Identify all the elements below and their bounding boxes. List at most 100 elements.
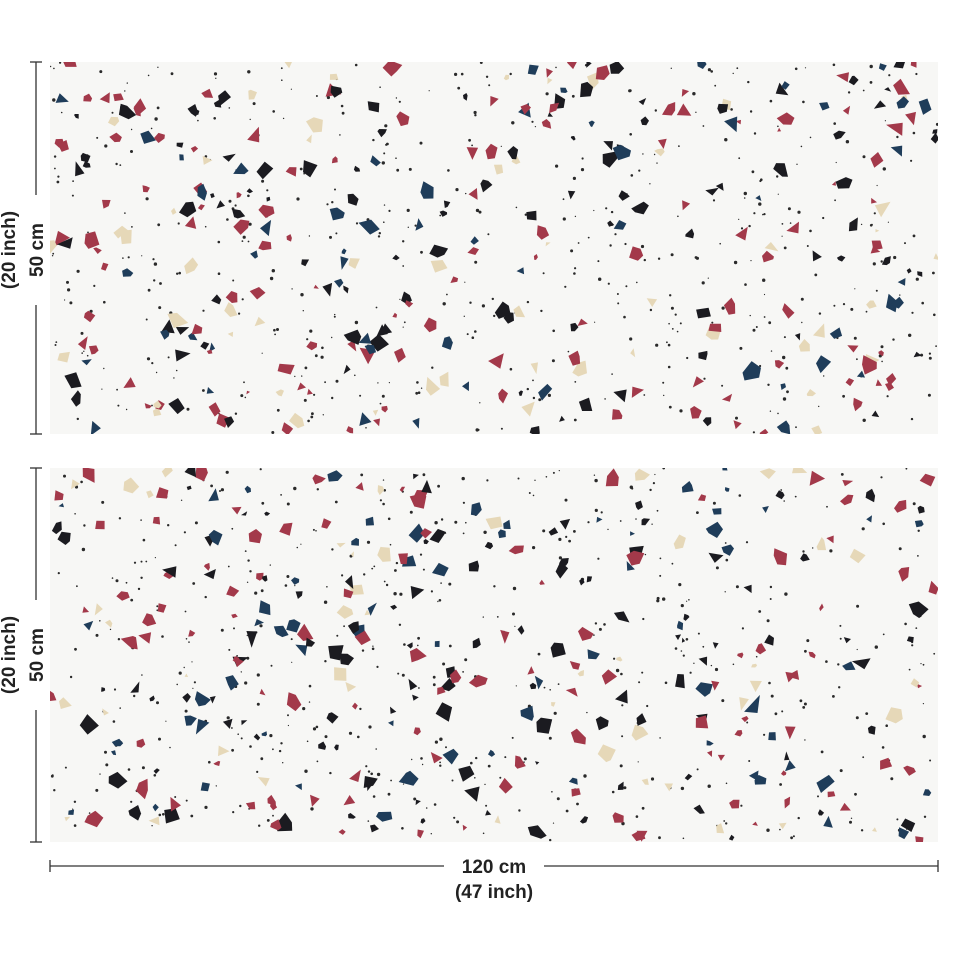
speck (724, 138, 728, 142)
speck (417, 391, 421, 395)
chip (485, 143, 498, 160)
chip (281, 422, 294, 434)
speck (594, 508, 598, 512)
speck (180, 499, 183, 501)
chip (601, 669, 618, 685)
speck (167, 356, 170, 359)
speck (366, 540, 371, 544)
chip (906, 268, 912, 274)
chip (111, 750, 117, 756)
speck (113, 688, 117, 691)
speck (117, 638, 121, 641)
chip (494, 301, 511, 319)
speck (696, 511, 699, 514)
speck (156, 701, 159, 705)
speck (316, 488, 319, 491)
chip (743, 584, 752, 594)
speck (241, 298, 244, 301)
speck (911, 644, 914, 647)
speck (471, 336, 475, 340)
speck (600, 511, 603, 514)
chip (136, 738, 146, 748)
speck (447, 169, 450, 172)
chip (330, 85, 343, 98)
chip (140, 130, 156, 144)
speck (415, 391, 419, 395)
speck (856, 648, 858, 651)
chip (816, 537, 827, 551)
chip (675, 634, 682, 641)
chip (697, 494, 707, 501)
speck (689, 671, 692, 674)
chip (339, 653, 354, 666)
chip (786, 221, 799, 234)
speck (239, 804, 242, 808)
speck (105, 763, 109, 767)
speck (244, 681, 248, 685)
speck (806, 639, 810, 643)
chip (870, 152, 884, 168)
speck (475, 756, 478, 760)
label-bg (0, 195, 48, 305)
chip (321, 518, 332, 529)
chip (353, 165, 361, 172)
speck (383, 152, 386, 155)
speck (273, 328, 276, 332)
speck (740, 804, 743, 807)
chip (848, 217, 858, 232)
speck (373, 565, 376, 568)
speck (469, 301, 472, 304)
speck (783, 500, 785, 502)
speck (649, 183, 651, 185)
speck (403, 643, 406, 646)
chip (900, 818, 916, 832)
speck (696, 768, 699, 771)
speck (790, 836, 793, 840)
speck (53, 155, 57, 158)
speck (153, 262, 158, 266)
chip (367, 101, 380, 113)
chip (68, 809, 75, 815)
speck (856, 604, 860, 608)
chip (498, 529, 506, 539)
speck (54, 344, 57, 346)
chip (405, 300, 414, 308)
speck (51, 255, 54, 257)
chip (631, 386, 644, 398)
chip (692, 376, 704, 388)
chip (58, 503, 64, 508)
chip (711, 680, 720, 691)
speck (453, 816, 456, 819)
speck (685, 638, 689, 641)
speck (786, 390, 789, 394)
chip (513, 305, 526, 318)
speck (604, 398, 606, 400)
speck (574, 381, 577, 383)
speck (377, 235, 381, 238)
speck (854, 792, 857, 796)
chip (657, 138, 667, 149)
speck (419, 141, 423, 145)
speck (666, 341, 668, 344)
chip (202, 155, 213, 165)
speck (753, 132, 757, 135)
chip (209, 696, 216, 704)
speck (605, 207, 608, 210)
speck (157, 66, 159, 69)
speck (87, 231, 89, 234)
chip (218, 745, 230, 757)
chip (842, 480, 854, 487)
speck (234, 204, 237, 207)
chip (470, 502, 482, 516)
terrazzo-pattern (50, 468, 938, 842)
chip (128, 805, 142, 821)
speck (312, 727, 317, 731)
speck (185, 799, 188, 802)
chip (856, 370, 865, 378)
speck (399, 298, 401, 300)
chip (144, 403, 152, 409)
chip (842, 661, 856, 671)
speck (629, 337, 633, 341)
speck (743, 197, 746, 199)
speck (730, 108, 733, 111)
